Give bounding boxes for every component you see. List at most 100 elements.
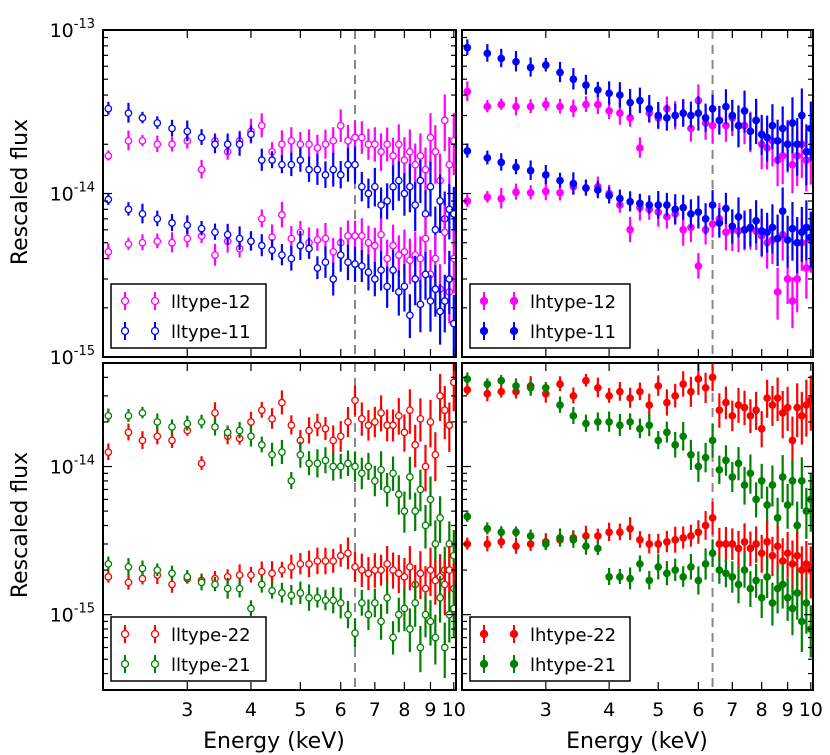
legend-label: lltype-12: [171, 292, 251, 313]
data-point: [313, 165, 322, 174]
x-tick-label: 8: [398, 699, 410, 721]
data-point: [197, 418, 206, 426]
x-tick-label: 9: [424, 699, 436, 721]
data-point: [377, 230, 385, 239]
data-point: [411, 507, 420, 515]
data-point: [138, 210, 147, 218]
panel-top-left: 10-13 10-14 10-15 lltype-12 lltype-11: [50, 17, 457, 369]
data-point: [722, 398, 730, 407]
data-point: [512, 528, 520, 537]
data-point: [636, 199, 644, 208]
data-point: [305, 593, 313, 602]
data-point: [278, 251, 286, 259]
data-point: [512, 57, 520, 66]
data-point: [431, 225, 440, 234]
data-point: [636, 387, 644, 396]
data-point: [124, 205, 133, 214]
data-point: [740, 566, 749, 574]
data-point: [663, 569, 671, 578]
data-point: [344, 418, 352, 426]
data-point: [687, 532, 695, 540]
y-tick-label: 10-14: [50, 454, 95, 479]
data-point: [802, 264, 811, 272]
y-tick-label: 10-15: [50, 344, 95, 369]
legend-marker: [509, 659, 519, 669]
data-point: [593, 418, 602, 426]
data-point: [336, 599, 345, 607]
data-point: [797, 477, 806, 485]
data-point: [153, 140, 162, 149]
data-point: [416, 414, 425, 423]
data-point: [708, 201, 717, 209]
data-point: [671, 441, 680, 449]
data-point: [440, 406, 449, 415]
data-point: [400, 282, 409, 291]
data-point: [626, 394, 634, 402]
data-point: [663, 538, 671, 546]
data-point: [526, 383, 535, 392]
data-point: [654, 540, 663, 548]
data-point: [257, 567, 266, 576]
data-point: [400, 604, 409, 613]
data-point: [556, 102, 564, 111]
data-point: [426, 182, 435, 191]
data-point: [364, 140, 373, 149]
legend-box: [110, 616, 267, 682]
data-point: [124, 109, 133, 118]
data-point: [357, 469, 366, 478]
data-point: [383, 197, 391, 205]
data-point: [449, 319, 456, 328]
data-point: [687, 563, 695, 571]
data-point: [605, 572, 613, 581]
data-point: [377, 266, 385, 274]
data-point: [211, 251, 219, 259]
data-point: [541, 171, 550, 179]
data-point: [321, 171, 330, 179]
data-point: [556, 401, 564, 409]
data-point: [321, 456, 330, 465]
data-point: [722, 228, 730, 237]
data-point: [321, 557, 330, 565]
data-point: [687, 387, 695, 396]
data-point: [351, 133, 359, 142]
data-point: [305, 426, 313, 435]
data-point: [671, 535, 680, 544]
legend-label: lltype-22: [171, 625, 251, 646]
data-point: [793, 589, 802, 597]
data-point: [377, 147, 385, 156]
data-point: [394, 610, 403, 619]
data-point: [296, 450, 305, 459]
data-point: [138, 409, 147, 417]
data-point: [257, 441, 266, 449]
data-point: [411, 441, 420, 449]
data-point: [526, 532, 535, 540]
data-point: [344, 258, 352, 267]
data-point: [708, 220, 717, 228]
data-point: [483, 193, 492, 201]
panels-layer: 10-13 10-14 10-15 lltype-12 lltype-11 lhtype-…: [50, 17, 823, 721]
data-point: [605, 392, 613, 400]
legend-marker: [509, 326, 519, 336]
data-point: [788, 160, 797, 169]
data-point: [287, 136, 296, 145]
data-point: [153, 119, 162, 127]
data-point: [394, 490, 403, 499]
data-point: [512, 382, 520, 390]
data-point: [406, 311, 414, 320]
data-point: [694, 262, 703, 270]
data-point: [406, 563, 414, 571]
data-point: [278, 589, 286, 597]
data-point: [383, 140, 391, 149]
data-point: [802, 560, 811, 568]
data-point: [389, 266, 397, 274]
data-point: [483, 49, 492, 58]
data-point: [483, 524, 492, 533]
data-point: [370, 418, 379, 426]
data-point: [541, 61, 550, 69]
data-point: [605, 418, 613, 426]
data-point: [278, 398, 286, 407]
data-point: [411, 201, 420, 209]
data-point: [645, 421, 654, 430]
data-point: [778, 207, 787, 215]
data-point: [449, 210, 456, 218]
